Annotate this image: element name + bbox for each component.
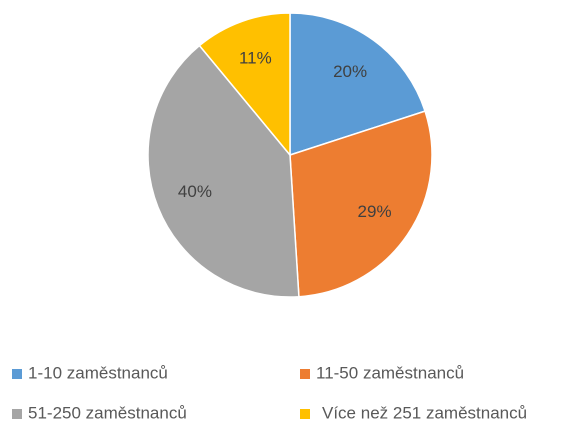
- data-label: 11%: [239, 48, 272, 67]
- legend-marker: [300, 369, 310, 379]
- legend-label: 11-50 zaměstnanců: [316, 363, 464, 382]
- pie-slice: [289, 12, 426, 157]
- pie-slice: [198, 12, 291, 158]
- pie-slice: [289, 110, 433, 298]
- data-label: 29%: [358, 202, 392, 221]
- legend-marker: [12, 369, 22, 379]
- pie-slice: [147, 44, 300, 298]
- legend-label: 1-10 zaměstnanců: [28, 363, 168, 382]
- legend-marker: [300, 409, 310, 419]
- legend-label: 51-250 zaměstnanců: [28, 403, 187, 422]
- data-label: 40%: [178, 182, 212, 201]
- legend-marker: [12, 409, 22, 419]
- legend-label: Více než 251 zaměstnanců: [322, 403, 527, 422]
- data-label: 20%: [333, 62, 367, 81]
